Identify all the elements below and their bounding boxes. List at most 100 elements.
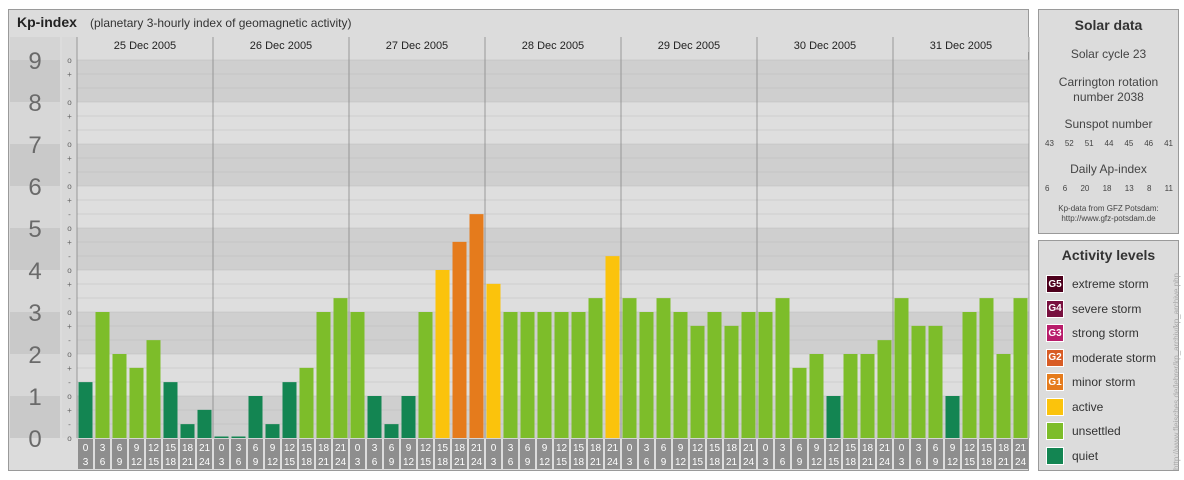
hour-label-bg bbox=[758, 439, 773, 469]
sub-tick-label: o bbox=[67, 308, 72, 317]
hour-label-start: 9 bbox=[270, 443, 276, 454]
gfz-credit-line1: Kp-data from GFZ Potsdam: bbox=[1058, 204, 1159, 213]
hour-label-bg bbox=[690, 439, 705, 469]
kp-bar bbox=[809, 354, 824, 438]
ap-index-value: 8 bbox=[1146, 184, 1152, 193]
hour-label-bg bbox=[367, 439, 382, 469]
hour-label-bg bbox=[962, 439, 977, 469]
hour-label-start: 15 bbox=[437, 443, 449, 454]
kp-bar bbox=[775, 298, 790, 438]
sub-tick-column bbox=[62, 37, 77, 438]
sub-tick-label: o bbox=[67, 392, 72, 401]
sub-tick-label: + bbox=[67, 70, 72, 79]
hour-label-bg bbox=[503, 439, 518, 469]
hour-label-end: 24 bbox=[607, 457, 619, 468]
sub-tick-label: - bbox=[68, 168, 71, 177]
ap-index-value: 6 bbox=[1045, 184, 1050, 193]
activity-levels-panel: Activity levels G5 extreme storm G4 severe … bbox=[1038, 240, 1179, 471]
hour-label-bg bbox=[945, 439, 960, 469]
y-band-2 bbox=[10, 312, 60, 354]
hour-label-bg bbox=[928, 439, 943, 469]
hour-label-end: 3 bbox=[763, 457, 769, 468]
kp-band-5 bbox=[77, 186, 1029, 228]
legend-item: G5 extreme storm bbox=[1046, 275, 1149, 293]
hour-label-bg bbox=[707, 439, 722, 469]
side-credit: http://www.fleisches.de/lehrer/kp_archiv… bbox=[1172, 273, 1181, 470]
kp-band-3 bbox=[77, 270, 1029, 312]
hour-label-start: 15 bbox=[301, 443, 313, 454]
hour-label-end: 9 bbox=[525, 457, 531, 468]
hour-label-end: 6 bbox=[100, 457, 106, 468]
hour-label-bg bbox=[554, 439, 569, 469]
hour-label-bg bbox=[826, 439, 841, 469]
legend-label: extreme storm bbox=[1072, 277, 1149, 291]
carrington-line1: Carrington rotation bbox=[1058, 75, 1159, 89]
hour-label-bg bbox=[1013, 439, 1028, 469]
sub-tick-label: o bbox=[67, 56, 72, 65]
day-header-row bbox=[77, 37, 1029, 52]
sunspot-value: 41 bbox=[1164, 139, 1173, 148]
hour-label-start: 18 bbox=[862, 443, 874, 454]
hour-label-end: 24 bbox=[335, 457, 347, 468]
hour-label-end: 21 bbox=[454, 457, 466, 468]
hour-label-start: 9 bbox=[950, 443, 956, 454]
sunspot-value: 45 bbox=[1124, 139, 1134, 148]
hour-label-end: 24 bbox=[1015, 457, 1027, 468]
hour-label-end: 24 bbox=[879, 457, 891, 468]
hour-label-start: 21 bbox=[743, 443, 755, 454]
kp-bar bbox=[945, 396, 960, 438]
legend-swatch bbox=[1046, 422, 1064, 440]
sub-tick-label: + bbox=[67, 196, 72, 205]
hour-label-start: 18 bbox=[318, 443, 330, 454]
hour-label-start: 3 bbox=[644, 443, 650, 454]
hour-label-end: 18 bbox=[301, 457, 313, 468]
sub-tick-label: + bbox=[67, 112, 72, 121]
y-band-4 bbox=[10, 228, 60, 270]
kp-bar bbox=[792, 367, 807, 438]
day-label: 30 Dec 2005 bbox=[794, 40, 856, 52]
hour-label-start: 18 bbox=[182, 443, 194, 454]
hour-label-end: 18 bbox=[437, 457, 449, 468]
hour-label-bg bbox=[129, 439, 144, 469]
hour-label-end: 21 bbox=[726, 457, 738, 468]
kp-band-6 bbox=[77, 144, 1029, 186]
hour-label-start: 12 bbox=[556, 443, 568, 454]
hour-label-start: 0 bbox=[491, 443, 497, 454]
ap-index-value: 20 bbox=[1080, 184, 1090, 193]
hour-label-end: 21 bbox=[590, 457, 602, 468]
y-band-3 bbox=[10, 270, 60, 312]
kp-bar bbox=[452, 241, 467, 438]
kp-bar bbox=[554, 312, 569, 438]
sub-tick-label: o bbox=[67, 224, 72, 233]
solar-data-title: Solar data bbox=[1074, 17, 1143, 33]
hour-label-bg bbox=[231, 439, 246, 469]
sub-tick-label: - bbox=[68, 420, 71, 429]
kp-bar bbox=[435, 270, 450, 438]
hour-label-end: 12 bbox=[267, 457, 279, 468]
ap-index-value: 18 bbox=[1102, 184, 1112, 193]
kp-bar bbox=[299, 367, 314, 438]
hour-label-bg bbox=[537, 439, 552, 469]
hour-label-end: 15 bbox=[148, 457, 160, 468]
kp-bar bbox=[894, 298, 909, 438]
kp-bar bbox=[282, 382, 297, 438]
kp-bar bbox=[214, 436, 229, 438]
legend-item: quiet bbox=[1046, 446, 1098, 465]
legend-swatch: G1 bbox=[1046, 373, 1064, 391]
hour-label-start: 12 bbox=[964, 443, 976, 454]
legend-item: G3 strong storm bbox=[1046, 324, 1139, 342]
hour-label-start: 3 bbox=[916, 443, 922, 454]
legend-label: moderate storm bbox=[1072, 350, 1157, 365]
sunspot-value: 46 bbox=[1144, 139, 1154, 148]
hour-label-start: 3 bbox=[236, 443, 242, 454]
kp-bar bbox=[622, 298, 637, 438]
hour-label-bg bbox=[996, 439, 1011, 469]
y-tick-label: 0 bbox=[28, 426, 41, 453]
hour-label-end: 18 bbox=[845, 457, 857, 468]
hour-label-start: 0 bbox=[355, 443, 361, 454]
hour-label-bg bbox=[588, 439, 603, 469]
sunspot-value: 51 bbox=[1084, 139, 1094, 148]
legend-label: strong storm bbox=[1072, 326, 1139, 340]
hour-label-bg bbox=[673, 439, 688, 469]
hour-label-start: 21 bbox=[607, 443, 619, 454]
